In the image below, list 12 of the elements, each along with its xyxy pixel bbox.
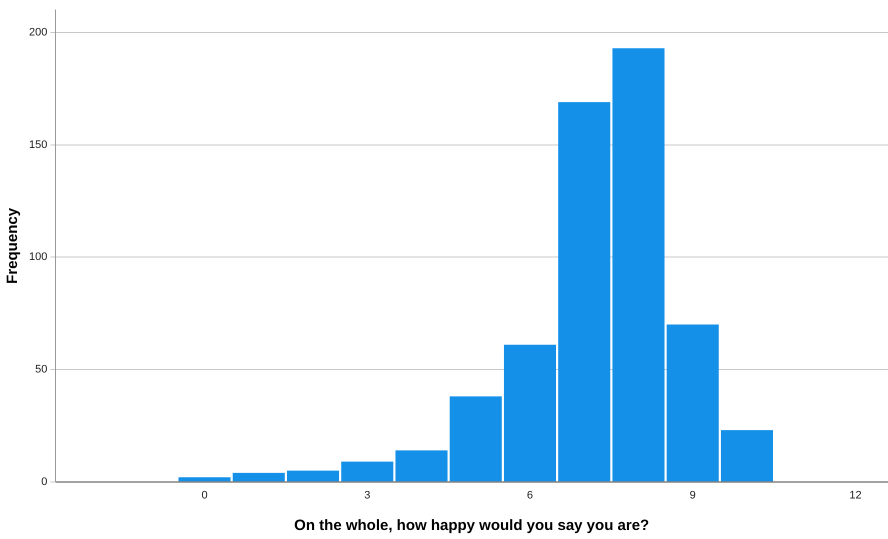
y-tick-label: 0 [41,476,48,488]
x-tick-label: 9 [690,489,696,502]
x-tick-label: 12 [849,489,862,502]
y-tick-label: 150 [28,138,48,151]
y-axis-title: Frequency [4,207,22,284]
x-tick-label: 0 [201,489,208,502]
x-axis-title: On the whole, how happy would you say you are? [294,517,650,534]
y-tick-label: 200 [28,26,48,38]
x-tick-label: 3 [364,489,370,502]
y-tick-label: 50 [35,364,48,376]
y-tick-label: 100 [28,251,48,264]
x-tick-label: 6 [526,489,534,502]
